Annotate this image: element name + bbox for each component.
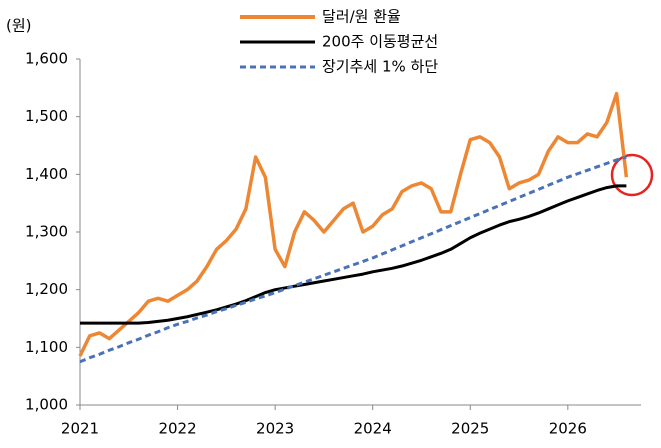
y-tick-label: 1,500	[25, 107, 68, 125]
legend-label: 장기추세 1% 하단	[322, 58, 438, 76]
y-tick-label: 1,000	[25, 396, 68, 414]
y-tick-label: 1,400	[25, 165, 68, 183]
x-tick-label: 2025	[451, 420, 489, 438]
y-tick-label: 1,600	[25, 50, 68, 68]
series-line	[78, 91, 629, 357]
y-tick-label: 1,100	[25, 338, 68, 356]
series-line	[79, 155, 627, 364]
series-line	[80, 184, 627, 325]
y-tick-label: 1,200	[25, 280, 68, 298]
y-tick-label: 1,300	[25, 223, 68, 241]
x-tick-label: 2022	[158, 420, 196, 438]
legend-label: 200주 이동평균선	[322, 33, 438, 51]
x-tick-label: 2024	[354, 420, 392, 438]
x-tick-label: 2021	[61, 420, 99, 438]
x-tick-label: 2026	[549, 420, 587, 438]
highlight-circle	[610, 153, 654, 197]
legend-label: 달러/원 환율	[322, 8, 401, 26]
y-axis-label: (원)	[6, 17, 32, 35]
x-tick-label: 2023	[256, 420, 294, 438]
